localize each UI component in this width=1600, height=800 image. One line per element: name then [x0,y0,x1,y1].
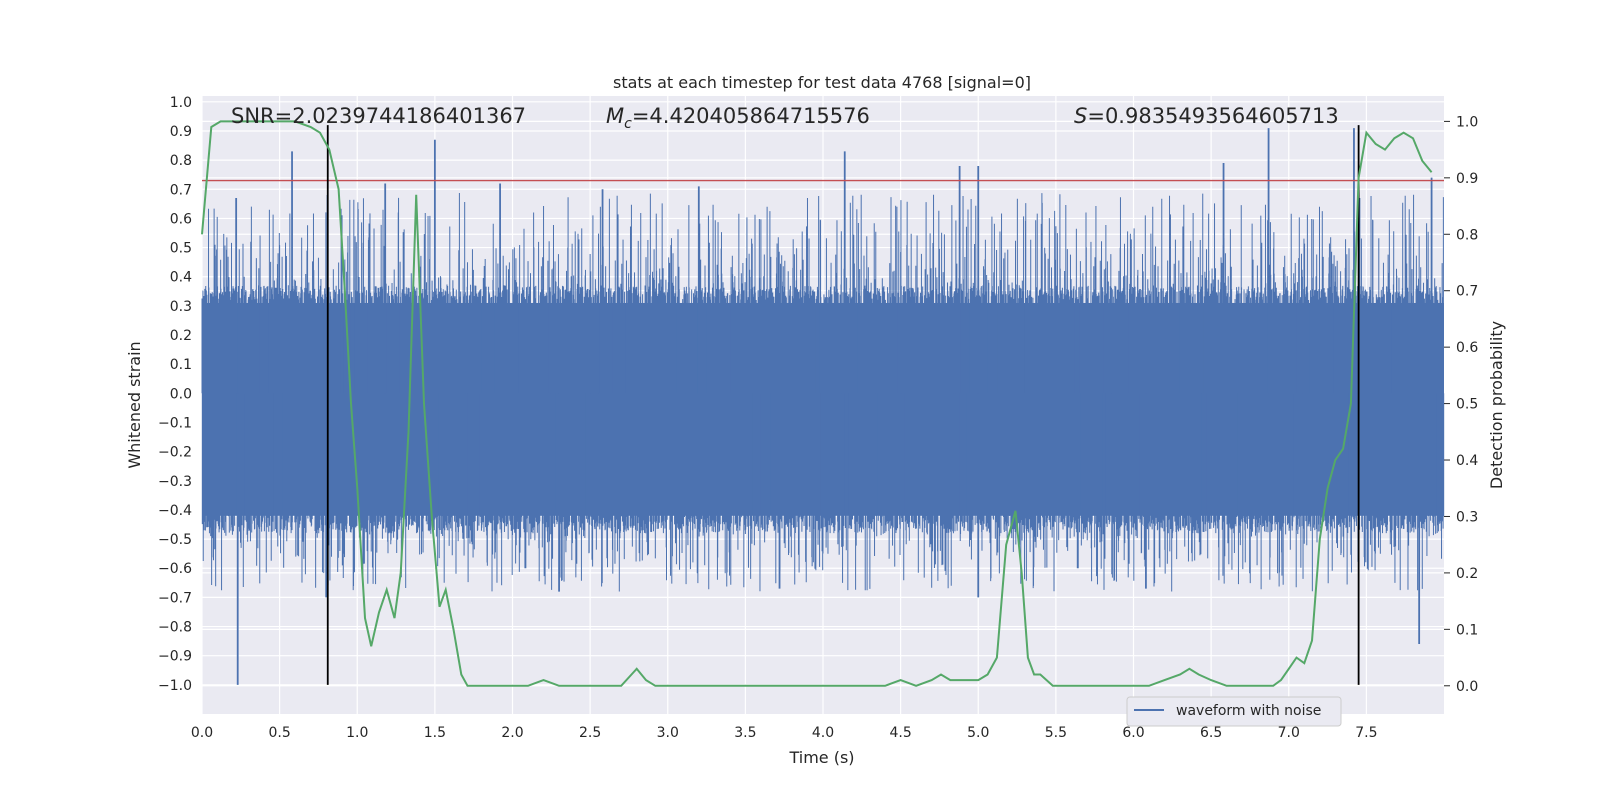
x-tick-label: 1.5 [424,725,446,741]
y-tick-label: 0.4 [170,270,192,286]
snr-annotation: SNR=2.0239744186401367 [231,104,526,128]
s-value: =0.9835493564605713 [1087,104,1338,128]
y-tick-label: −0.8 [158,620,192,636]
y2-tick-labels: 1.0 0.9 0.8 0.7 0.6 0.5 0.4 0.3 0.2 0.1 0.0 [1444,114,1478,695]
y2-tick-label: 0.9 [1456,171,1478,187]
y-tick-label: 0.9 [170,124,192,140]
y-tick-label: 0.5 [170,241,192,257]
y-tick-label: 0.6 [170,211,192,227]
y-tick-label: 0.1 [170,357,192,373]
chart-title: stats at each timestep for test data 476… [613,73,1031,92]
y-tick-label: −0.5 [158,532,192,548]
x-tick-labels: 0.0 0.5 1.0 1.5 2.0 2.5 3.0 3.5 4.0 4.5 5.0 5.5 6.0 6… [191,725,1378,741]
x-tick-label: 6.0 [1122,725,1144,741]
y2-tick-label: 0.5 [1456,397,1478,413]
waveform-trace [201,193,1445,592]
chirp-mass-annotation: Mc=4.420405864715576 [606,104,870,132]
x-tick-label: 0.5 [268,725,290,741]
legend: waveform with noise [1126,696,1342,727]
x-tick-label: 3.5 [734,725,756,741]
x-tick-label: 2.5 [579,725,601,741]
legend-box [1126,696,1342,727]
x-tick-label: 7.0 [1278,725,1300,741]
y2-tick-label: 0.1 [1456,622,1478,638]
y-axis-label: Whitened strain [125,341,144,468]
y-tick-label: 1.0 [170,95,192,111]
y-tick-label: −0.2 [158,445,192,461]
y-tick-label: −0.3 [158,474,192,490]
y-tick-label: −0.9 [158,649,192,665]
x-tick-label: 2.0 [501,725,523,741]
x-tick-label: 3.0 [657,725,679,741]
s-symbol: S [1074,104,1087,128]
y2-tick-label: 0.6 [1456,340,1478,356]
legend-label-waveform: waveform with noise [1176,703,1321,719]
y2-tick-label: 1.0 [1456,114,1478,130]
x-axis-label: Time (s) [788,748,854,767]
y2-axis-label: Detection probability [1487,321,1506,489]
chirp-mass-symbol: M [606,104,624,128]
y2-tick-label: 0.7 [1456,284,1478,300]
x-tick-label: 4.5 [889,725,911,741]
reference-lines [202,125,1444,685]
y-tick-label: 0.2 [170,328,192,344]
x-tick-label: 5.5 [1045,725,1067,741]
y2-tick-label: 0.2 [1456,566,1478,582]
x-tick-label: 5.0 [967,725,989,741]
y-tick-label: −1.0 [158,678,192,694]
s-annotation: S=0.9835493564605713 [1074,104,1339,128]
y-tick-label: −0.7 [158,590,192,606]
detection-probability-line [201,120,1433,687]
y2-tick-label: 0.3 [1456,509,1478,525]
chirp-mass-subscript: c [624,116,632,132]
y2-tick-label: 0.4 [1456,453,1478,469]
y2-tick-label: 0.8 [1456,227,1478,243]
detection-probability-series [201,120,1433,687]
chirp-mass-value: =4.420405864715576 [632,104,870,128]
y-tick-label: −0.6 [158,561,192,577]
y-tick-label: 0.7 [170,182,192,198]
y-tick-label: 0.3 [170,299,192,315]
x-tick-label: 7.5 [1355,725,1377,741]
y-tick-label: 0.0 [170,386,192,402]
y2-tick-label: 0.0 [1456,679,1478,695]
y-tick-label: 0.8 [170,153,192,169]
x-tick-label: 1.0 [346,725,368,741]
y-tick-label: −0.4 [158,503,192,519]
y-tick-labels: 1.0 0.9 0.8 0.7 0.6 0.5 0.4 0.3 0.2 0.1 0.0 −0.1 −0.… [158,95,192,694]
x-tick-label: 4.0 [812,725,834,741]
y-tick-label: −0.1 [158,415,192,431]
x-tick-label: 0.0 [191,725,213,741]
x-tick-label: 6.5 [1200,725,1222,741]
